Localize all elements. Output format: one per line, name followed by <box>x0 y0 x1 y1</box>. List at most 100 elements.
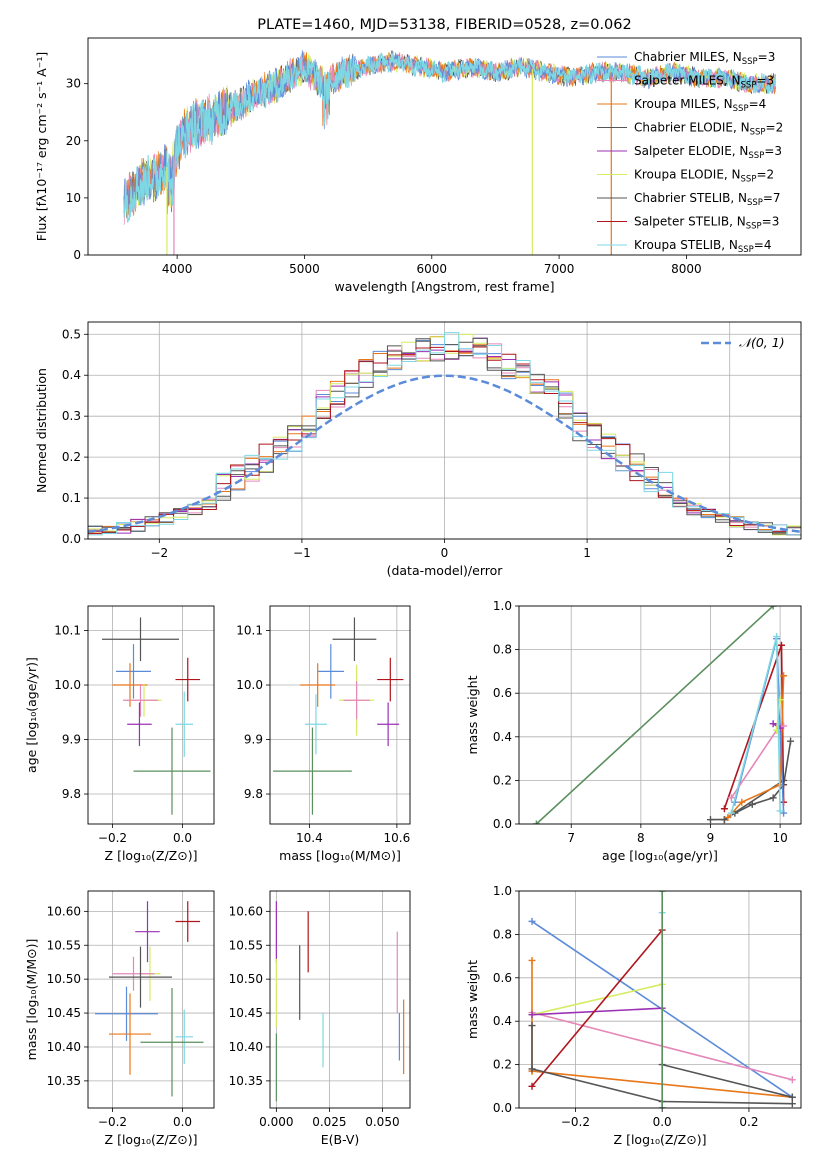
weight-marker <box>528 1022 536 1030</box>
x-tick-label: 0.0 <box>173 831 192 845</box>
x-tick-label: 9 <box>707 831 715 845</box>
y-tick-label: 10.55 <box>47 938 81 952</box>
y-tick-label: 0.4 <box>493 730 512 744</box>
y-tick-label: 0.4 <box>62 368 81 382</box>
y-tick-label: 0.8 <box>493 927 512 941</box>
legend-entry: Kroupa MILES, NSSP=4 <box>634 97 766 114</box>
panel-mass-weight-vs-Z: −0.2 0.0 0.2 0.0 0.2 0.4 0.6 0.8 1.0 Z [log₁₀(Z/Z… <box>465 884 802 1147</box>
weight-series <box>531 1007 663 1016</box>
x-tick-label: 5000 <box>289 262 320 276</box>
y-tick-label: 10.50 <box>47 972 81 986</box>
histogram-series <box>88 332 801 536</box>
weight-marker <box>727 809 735 817</box>
x-tick-label: 8000 <box>671 262 702 276</box>
y-tick-label: 0.2 <box>493 1058 512 1072</box>
weight-marker <box>769 794 777 802</box>
y-tick-label: 10.60 <box>229 904 263 918</box>
weight-marker <box>787 737 795 745</box>
y-tick-label: 0.6 <box>493 686 512 700</box>
weight-series <box>535 606 774 824</box>
x-tick-label: 7 <box>567 831 575 845</box>
x-tick-label: 2 <box>726 546 734 560</box>
y-tick-label: 9.9 <box>62 733 81 747</box>
y-tick-label: 10.55 <box>229 938 263 952</box>
x-tick-label: 0.000 <box>259 1115 293 1129</box>
weight-marker <box>724 813 732 821</box>
weight-series <box>531 983 663 1016</box>
y-tick-label: 0.0 <box>493 817 512 831</box>
legend-entry: 𝒩(0, 1) <box>739 335 785 350</box>
legend: Chabrier MILES, NSSP=3 Salpeter MILES, NS… <box>597 50 783 255</box>
y-tick-label: 10.0 <box>54 678 81 692</box>
legend-entry: Chabrier MILES, NSSP=3 <box>634 50 775 67</box>
plot-area <box>273 617 404 815</box>
weight-series <box>531 929 663 1087</box>
x-axis-label: (data-model)/error <box>387 563 504 578</box>
weight-series <box>662 1063 793 1098</box>
panel-mass-vs-ebv: 0.000 0.025 0.050 10.35 10.40 10.45 10.50 10.55… <box>229 890 411 1147</box>
x-tick-label: −0.2 <box>98 1115 127 1129</box>
x-tick-label: 0.0 <box>173 1115 192 1129</box>
y-tick-label: 10.1 <box>54 624 81 638</box>
legend-entry: Chabrier ELODIE, NSSP=2 <box>634 121 783 138</box>
panel-age-vs-mass: 10.4 10.6 9.8 9.9 10.0 10.1 mass [log₁₀(M/M⊙)] <box>236 605 411 863</box>
histogram-series <box>88 337 801 535</box>
y-tick-label: 9.8 <box>244 787 263 801</box>
axes-frame <box>87 321 802 540</box>
y-tick-label: 9.8 <box>62 787 81 801</box>
axes-frame <box>518 605 802 825</box>
legend-entry: Chabrier STELIB, NSSP=7 <box>634 191 781 208</box>
y-tick-label: 30 <box>66 77 81 91</box>
x-tick-label: −2 <box>150 546 168 560</box>
y-tick-label: 9.9 <box>244 733 263 747</box>
legend-entry: Salpeter STELIB, NSSP=3 <box>634 215 779 232</box>
normal-curve <box>88 374 801 534</box>
plot-area <box>532 606 795 824</box>
plot-area <box>102 617 211 815</box>
x-tick-label: 0 <box>441 546 449 560</box>
panel-age-vs-Z: −0.2 0.0 9.8 9.9 10.0 10.1 Z [log₁₀(Z/Z⊙)] age … <box>24 605 215 863</box>
axes-frame <box>87 37 802 256</box>
y-tick-label: 0.6 <box>493 971 512 985</box>
y-tick-label: 10.50 <box>229 972 263 986</box>
x-axis-label: Z [log₁₀(Z/Z⊙)] <box>614 1132 707 1147</box>
y-tick-label: 10.0 <box>236 678 263 692</box>
weight-marker <box>788 1100 796 1108</box>
legend-entry: Salpeter MILES, NSSP=3 <box>634 74 774 91</box>
x-tick-label: −1 <box>293 546 311 560</box>
weight-marker <box>776 807 784 815</box>
y-tick-label: 10 <box>66 191 81 205</box>
y-tick-label: 10.45 <box>47 1006 81 1020</box>
weight-marker <box>658 1104 666 1108</box>
weight-marker <box>788 1076 796 1084</box>
y-tick-label: 10.35 <box>229 1074 263 1088</box>
weight-series <box>531 1025 793 1105</box>
x-axis-label: wavelength [Angstrom, rest frame] <box>334 279 554 294</box>
weight-marker <box>528 917 536 925</box>
y-axis-label: Flux [fλ10⁻¹⁷ erg cm⁻² s⁻¹ A⁻¹] <box>34 52 49 241</box>
y-tick-label: 0.2 <box>493 773 512 787</box>
plot-area <box>123 50 777 255</box>
x-tick-label: 1 <box>583 546 591 560</box>
y-tick-label: 0.3 <box>62 409 81 423</box>
axes-frame <box>518 890 802 1109</box>
plot-area <box>95 901 204 1097</box>
panel-residuals: −2 −1 0 1 2 0.0 0.1 0.2 0.3 0.4 0.5 (data-model)/er… <box>34 321 802 578</box>
weight-marker <box>738 798 746 806</box>
legend: 𝒩(0, 1) <box>701 335 785 350</box>
y-tick-label: 1.0 <box>493 884 512 898</box>
x-axis-label: age [log₁₀(age/yr)] <box>602 848 718 863</box>
y-tick-label: 0.1 <box>62 491 81 505</box>
chart-title: PLATE=1460, MJD=53138, FIBERID=0528, z=0… <box>257 17 631 33</box>
x-axis-label: Z [log₁₀(Z/Z⊙)] <box>105 1132 198 1147</box>
axes-frame <box>87 890 215 1109</box>
panel-mass-vs-Z: −0.2 0.0 10.35 10.40 10.45 10.50 10.55 10.60 Z [… <box>24 890 215 1147</box>
y-tick-label: 0.0 <box>493 1101 512 1115</box>
axes-frame <box>87 605 215 825</box>
y-tick-label: 10.35 <box>47 1074 81 1088</box>
y-tick-label: 0.5 <box>62 327 81 341</box>
weight-marker <box>769 720 777 728</box>
y-tick-label: 0.0 <box>62 532 81 546</box>
y-tick-label: 10.1 <box>236 624 263 638</box>
